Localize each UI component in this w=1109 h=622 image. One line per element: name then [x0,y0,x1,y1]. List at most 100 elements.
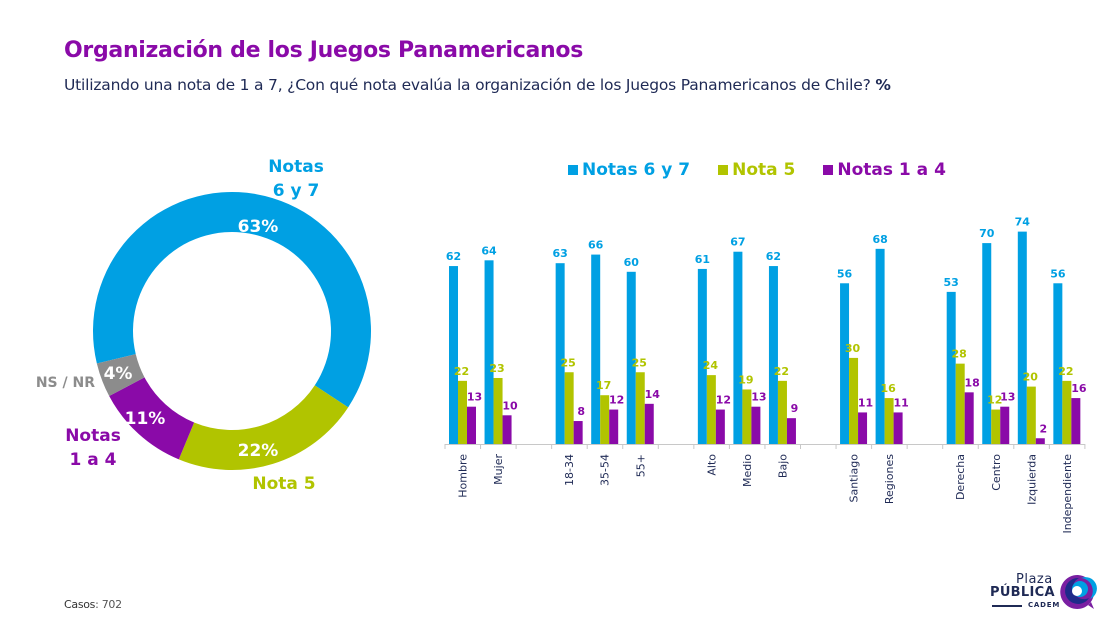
legend-item-notas-6-y-7: Notas 6 y 7 [568,160,690,180]
logo-text-publica: PÚBLICA [990,585,1055,600]
x-tick-label: Independiente [1061,454,1074,534]
bar-value-label: 30 [845,342,861,355]
bar-notas-1-a-4-regiones [893,412,903,444]
subtitle-unit: % [875,76,891,94]
legend-swatch [568,165,578,175]
bar-nota-5-independiente [1062,380,1072,444]
x-tick-label: Regiones [883,454,896,504]
bar-value-label: 56 [837,267,853,280]
bar-value-label: 28 [952,348,967,361]
bar-notas-6-y-7-izquierda [1017,231,1027,444]
bar-value-label: 62 [446,250,461,263]
x-tick-label: Santiago [848,454,861,503]
casos-label: Casos [64,598,96,611]
bar-nota-5-mujer [493,377,503,444]
bar-notas-6-y-7-55- [626,271,636,444]
bar-notas-1-a-4-35-54 [609,409,619,444]
donut-category-label: 6 y 7 [273,181,320,201]
bar-nota-5-55- [635,372,645,444]
legend-label: Notas 6 y 7 [582,160,691,180]
bar-value-label: 13 [751,391,766,404]
bar-value-label: 74 [1015,216,1031,229]
bar-nota-5-regiones [884,398,894,444]
bar-value-label: 66 [588,239,604,252]
bar-value-label: 23 [489,362,504,375]
bar-value-label: 11 [893,396,908,409]
bar-value-label: 56 [1050,267,1066,280]
donut-slice-notas-1-a-4 [109,377,195,460]
bar-value-label: 13 [467,391,482,404]
legend-swatch [823,165,834,175]
bar-value-label: 18 [965,376,980,389]
bar-value-label: 12 [609,394,624,407]
bar-notas-1-a-4-18-34 [573,421,583,444]
bar-notas-6-y-7-santiago [840,283,850,444]
bar-value-label: 60 [624,256,640,269]
bar-value-label: 25 [632,356,647,369]
logo-text-plaza: Plaza [1016,572,1053,587]
bar-value-label: 70 [979,227,995,240]
x-tick-label: Alto [705,454,718,476]
bar-value-label: 67 [730,236,745,249]
page-title: Organización de los Juegos Panamericanos [64,38,584,63]
legend-item-notas-1-a-4: Notas 1 a 4 [823,160,946,180]
bar-value-label: 9 [791,402,799,415]
bar-notas-1-a-4-izquierda [1035,438,1045,444]
bar-notas-1-a-4-55- [644,403,654,444]
bar-value-label: 68 [872,233,887,246]
donut-value-label: 4% [104,364,133,384]
bar-value-label: 10 [502,399,518,412]
donut-category-label: Notas [268,157,324,177]
bar-nota-5-medio [742,389,752,444]
legend-label: Notas 1 a 4 [837,160,946,180]
bar-notas-1-a-4-mujer [502,415,512,444]
plaza-publica-cadem-logo: Plaza PÚBLICA CADEM [988,572,1098,612]
bar-value-label: 2 [1039,422,1047,435]
bar-nota-5-bajo [777,380,787,444]
bar-value-label: 12 [716,394,731,407]
bar-notas-6-y-7-medio [733,251,743,444]
bar-notas-1-a-4-hombre [467,406,476,444]
bar-notas-6-y-7-derecha [946,291,956,444]
legend-item-nota-5: Nota 5 [718,160,795,180]
x-tick-label: Bajo [776,454,789,478]
bar-notas-1-a-4-derecha [964,392,974,444]
bar-value-label: 8 [577,405,585,418]
bar-nota-5-alto [706,375,716,444]
bar-notas-1-a-4-centro [1000,406,1010,444]
bar-notas-6-y-7-regiones [875,248,885,444]
bar-notas-6-y-7-hombre [449,266,458,444]
bar-notas-6-y-7-bajo [768,266,778,444]
x-tick-label: Mujer [492,454,505,485]
bar-value-label: 22 [1058,365,1073,378]
logo-underline [992,605,1022,607]
bar-nota-5-18-34 [564,372,574,444]
subtitle-question: Utilizando una nota de 1 a 7, ¿Con qué n… [64,76,871,94]
bar-nota-5-35-54 [600,395,610,444]
x-tick-label: Centro [990,454,1003,491]
bar-notas-6-y-7-alto [697,268,707,444]
bar-chart-legend: Notas 6 y 7 Nota 5 Notas 1 a 4 [568,160,974,180]
logo-text-cadem: CADEM [1028,601,1061,609]
bar-value-label: 22 [454,365,469,378]
bar-notas-6-y-7-centro [982,243,992,444]
bar-value-label: 61 [695,253,710,266]
casos-value: : 702 [95,598,122,611]
speech-bubble-logo-icon [1060,574,1097,609]
bar-value-label: 16 [880,382,896,395]
donut-slice-notas-6-y-7 [93,192,371,408]
donut-category-label: NS / NR [36,375,95,391]
donut-category-label: Notas [65,426,121,446]
legend-swatch [718,165,729,175]
bar-value-label: 16 [1071,382,1087,395]
bar-nota-5-santiago [849,357,859,444]
bar-value-label: 17 [596,379,611,392]
x-tick-label: Derecha [954,454,967,500]
bar-nota-5-hombre [458,380,467,444]
bar-notas-6-y-7-18-34 [555,263,565,444]
x-tick-label: 18-34 [563,454,576,486]
bar-value-label: 11 [858,396,873,409]
donut-slice-ns-nr [96,354,145,397]
page-subtitle: Utilizando una nota de 1 a 7, ¿Con qué n… [64,76,891,94]
x-tick-label: Medio [741,454,754,487]
